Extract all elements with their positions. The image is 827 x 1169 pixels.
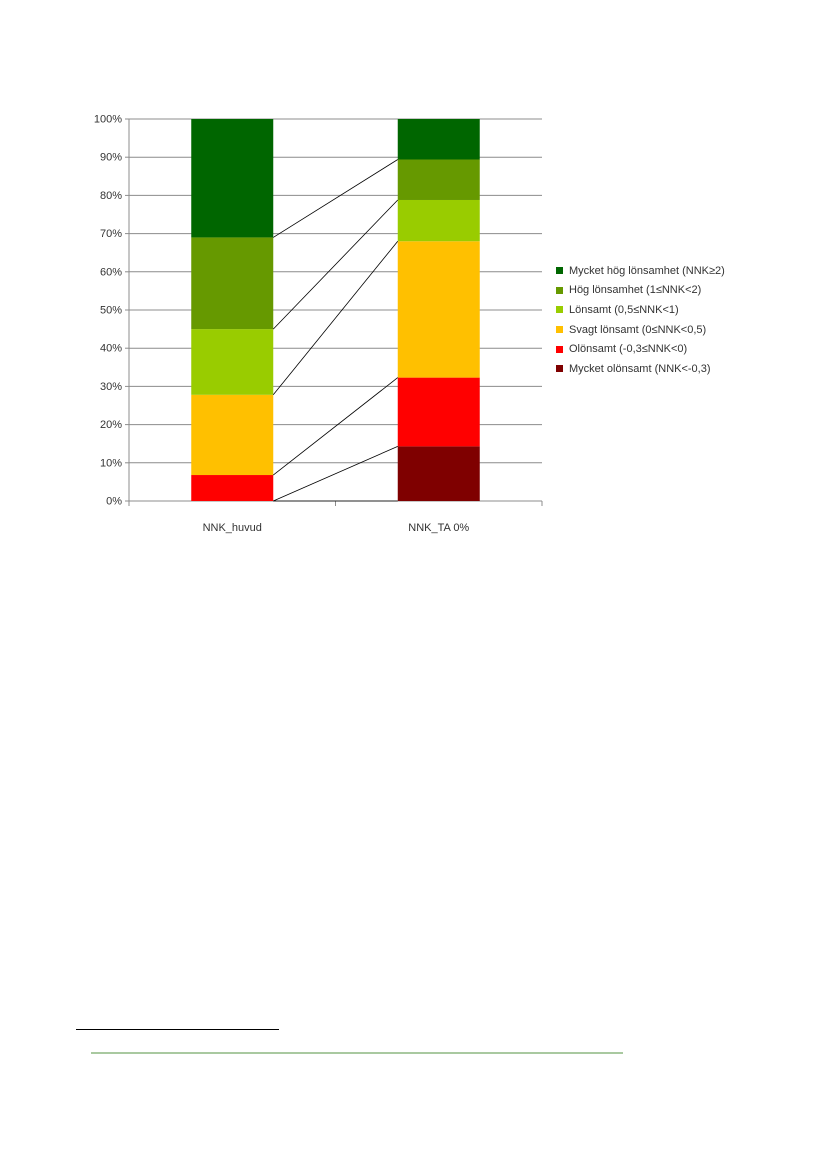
legend-item: Mycket olönsamt (NNK<-0,3) <box>556 359 725 379</box>
y-tick-label: 40% <box>100 343 122 355</box>
legend-swatch <box>556 365 563 373</box>
y-tick-label: 50% <box>100 305 122 317</box>
y-tick-label: 80% <box>100 190 122 202</box>
bar-segment <box>397 119 480 160</box>
legend-label: Mycket olönsamt (NNK<-0,3) <box>569 362 711 375</box>
y-tick-label: 20% <box>100 419 122 431</box>
bar-segment <box>397 159 480 200</box>
y-tick-label: 90% <box>100 152 122 164</box>
page-footer-rule <box>91 1052 623 1054</box>
bar-segment <box>191 475 274 501</box>
y-tick-label: 30% <box>100 381 122 393</box>
y-tick-label: 10% <box>100 457 122 469</box>
legend-item: Mycket hög lönsamhet (NNK≥2) <box>556 261 725 281</box>
legend-swatch <box>556 267 563 275</box>
chart-canvas: 0% 10% 20% 30% 40% 50% 60% 70% 80% 90% 100% NNK_huv… <box>94 114 543 534</box>
bar-segment <box>397 446 480 501</box>
legend-label: Lönsamt (0,5≤NNK<1) <box>569 303 679 316</box>
series-connector-line <box>273 159 398 238</box>
y-tick-label: 0% <box>106 496 122 508</box>
legend-label: Svagt lönsamt (0≤NNK<0,5) <box>569 323 707 336</box>
footnote-separator <box>76 1029 279 1030</box>
legend-item: Olönsamt (-0,3≤NNK<0) <box>556 339 725 359</box>
x-category-label: NNK_TA 0% <box>408 522 469 534</box>
legend-label: Hög lönsamhet (1≤NNK<2) <box>569 284 702 297</box>
series-connector-line <box>272 240 399 396</box>
chart-legend: Mycket hög lönsamhet (NNK≥2) Hög lönsamhe… <box>556 261 725 379</box>
legend-label: Mycket hög lönsamhet (NNK≥2) <box>569 264 725 277</box>
bar-segment <box>191 329 274 395</box>
series-connector-line <box>272 199 399 330</box>
legend-swatch <box>556 306 563 314</box>
bar-segment <box>397 241 480 378</box>
series-connector-line <box>273 446 398 502</box>
legend-item: Lönsamt (0,5≤NNK<1) <box>556 300 725 320</box>
bar-segment <box>191 237 274 330</box>
legend-swatch <box>556 326 563 334</box>
legend-item: Svagt lönsamt (0≤NNK<0,5) <box>556 320 725 340</box>
bar-segment <box>397 377 480 447</box>
y-tick-label: 100% <box>94 114 122 126</box>
series-connector-line <box>273 377 398 476</box>
stacked-percent-chart: 0% 10% 20% 30% 40% 50% 60% 70% 80% 90% 100% NNK_huv… <box>0 0 827 560</box>
bar-segment <box>191 394 274 476</box>
legend-swatch <box>556 345 563 353</box>
legend-item: Hög lönsamhet (1≤NNK<2) <box>556 281 725 301</box>
x-category-label: NNK_huvud <box>203 522 262 534</box>
bar-segment <box>397 199 480 242</box>
legend-swatch <box>556 286 563 294</box>
bar-segment <box>191 119 274 238</box>
y-tick-label: 60% <box>100 266 122 278</box>
y-tick-label: 70% <box>100 228 122 240</box>
legend-label: Olönsamt (-0,3≤NNK<0) <box>569 343 688 356</box>
